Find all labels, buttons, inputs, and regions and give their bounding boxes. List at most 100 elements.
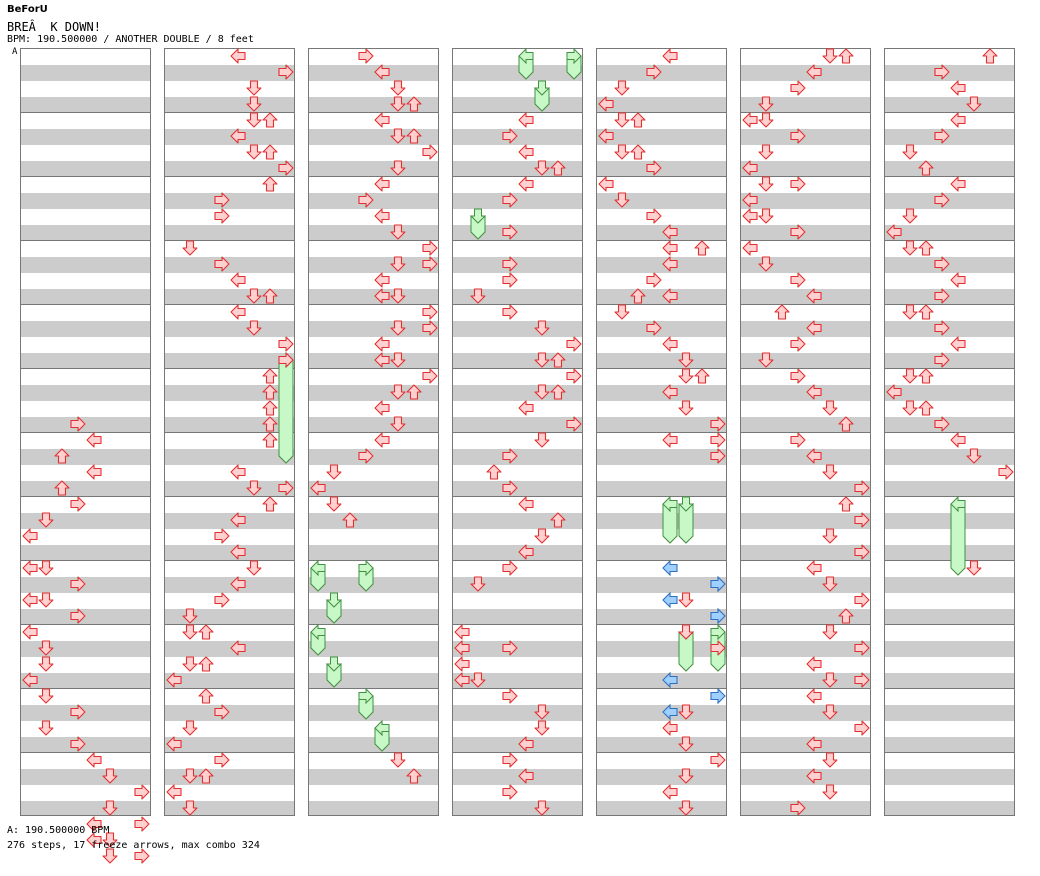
- measure-line: [308, 496, 439, 497]
- arrow-up-icon: [918, 240, 934, 256]
- arrow-right-icon: [934, 192, 950, 208]
- arrow-right-icon: [934, 416, 950, 432]
- arrow-up-icon: [630, 112, 646, 128]
- arrow-left-icon: [662, 336, 678, 352]
- arrow-down-icon: [822, 528, 838, 544]
- measure-line: [164, 240, 295, 241]
- freeze-arrow-left: [310, 623, 326, 656]
- arrow-down-icon: [390, 352, 406, 368]
- arrow-down-icon: [534, 384, 550, 400]
- arrow-right-icon: [854, 592, 870, 608]
- arrow-left-icon: [86, 464, 102, 480]
- measure-line: [884, 368, 1015, 369]
- arrow-left-icon: [806, 656, 822, 672]
- arrow-left-icon: [518, 768, 534, 784]
- arrow-left-icon: [230, 464, 246, 480]
- arrow-right-icon: [358, 48, 374, 64]
- measure-line: [20, 624, 151, 625]
- arrow-down-icon: [246, 80, 262, 96]
- arrow-down-icon: [758, 352, 774, 368]
- arrow-down-icon: [246, 320, 262, 336]
- arrow-down-icon: [534, 160, 550, 176]
- arrow-down-icon: [822, 672, 838, 688]
- arrow-down-icon: [678, 736, 694, 752]
- arrow-right-icon: [854, 480, 870, 496]
- arrow-right-icon: [502, 560, 518, 576]
- measure-line: [740, 560, 871, 561]
- measure-line: [740, 432, 871, 433]
- arrow-down-icon: [534, 704, 550, 720]
- arrow-up-icon: [550, 384, 566, 400]
- chart-column-1: [20, 48, 151, 864]
- arrow-down-icon: [902, 208, 918, 224]
- arrow-right-icon: [502, 272, 518, 288]
- arrow-left-icon: [374, 288, 390, 304]
- arrow-left-icon: [950, 272, 966, 288]
- arrow-right-icon: [502, 304, 518, 320]
- arrow-left-icon: [230, 128, 246, 144]
- arrow-right-icon: [214, 752, 230, 768]
- measure-line: [452, 304, 583, 305]
- arrow-left-icon: [662, 48, 678, 64]
- measure-line: [164, 496, 295, 497]
- arrow-up-icon: [406, 96, 422, 112]
- freeze-arrow-left: [662, 495, 678, 544]
- arrow-left-icon: [662, 784, 678, 800]
- arrow-right-icon: [710, 432, 726, 448]
- arrow-right-icon: [502, 128, 518, 144]
- measure-line: [452, 240, 583, 241]
- arrow-right-icon: [502, 256, 518, 272]
- arrow-left-icon: [374, 352, 390, 368]
- arrow-left-icon: [662, 288, 678, 304]
- arrow-right-icon: [502, 688, 518, 704]
- arrow-up-icon: [262, 368, 278, 384]
- arrow-up-icon: [262, 416, 278, 432]
- measure-line: [740, 624, 871, 625]
- arrow-left-icon: [230, 304, 246, 320]
- arrow-down-icon: [102, 768, 118, 784]
- chart-column-2: [164, 48, 295, 816]
- arrow-right-icon: [358, 448, 374, 464]
- arrow-right-icon: [70, 416, 86, 432]
- arrow-up-icon: [262, 288, 278, 304]
- arrow-right-icon: [790, 272, 806, 288]
- measure-line: [884, 560, 1015, 561]
- measure-line: [20, 752, 151, 753]
- step-summary: 276 steps, 17 freeze arrows, max combo 3…: [7, 840, 260, 851]
- arrow-right-icon: [214, 704, 230, 720]
- arrow-up-icon: [262, 400, 278, 416]
- arrow-right-icon: [790, 432, 806, 448]
- arrow-right-icon: [790, 800, 806, 816]
- arrow-down-icon: [182, 624, 198, 640]
- arrow-right-icon: [646, 208, 662, 224]
- measure-line: [596, 560, 727, 561]
- measure-line: [164, 112, 295, 113]
- arrow-left-icon: [662, 384, 678, 400]
- arrow-left-icon: [454, 640, 470, 656]
- measure-line: [884, 304, 1015, 305]
- arrow-left-icon: [806, 384, 822, 400]
- arrow-down-icon: [38, 640, 54, 656]
- measure-line: [452, 560, 583, 561]
- arrow-down-icon: [758, 112, 774, 128]
- measure-line: [452, 432, 583, 433]
- song-subtitle: BREÂ K DOWN!: [7, 20, 101, 34]
- arrow-up-icon: [262, 144, 278, 160]
- arrow-down-icon: [246, 96, 262, 112]
- arrow-left-icon: [230, 272, 246, 288]
- measure-line: [164, 624, 295, 625]
- measure-line: [164, 752, 295, 753]
- arrow-right-icon: [646, 160, 662, 176]
- arrow-down-icon: [390, 160, 406, 176]
- arrow-right-icon: [854, 672, 870, 688]
- bpm-summary: A: 190.500000 BPM: [7, 825, 110, 836]
- arrow-up-icon: [694, 240, 710, 256]
- arrow-right-icon: [214, 192, 230, 208]
- measure-line: [308, 688, 439, 689]
- arrow-down-icon: [678, 352, 694, 368]
- arrow-down-icon: [182, 768, 198, 784]
- arrow-up-icon: [982, 48, 998, 64]
- arrow-left-icon: [86, 432, 102, 448]
- shock-arrow-right-icon: [710, 575, 726, 593]
- arrow-up-icon: [550, 160, 566, 176]
